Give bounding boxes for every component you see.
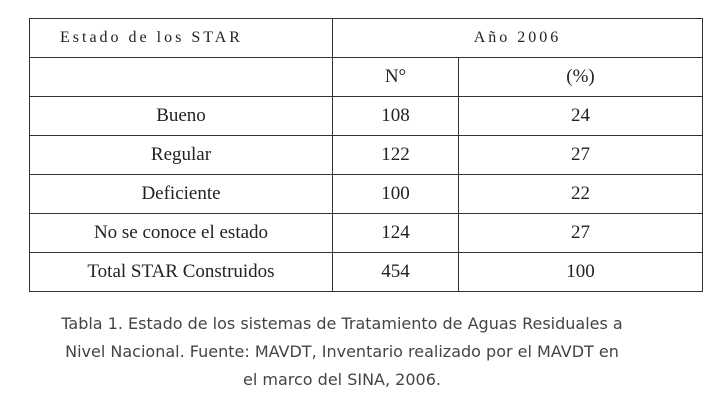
caption: Tabla 1. Estado de los sistemas de Trata…: [0, 310, 684, 394]
table-cell: Bueno: [29, 96, 333, 136]
header-cell: Año 2006: [332, 18, 703, 58]
table-cell: 22: [458, 174, 703, 214]
subheader-row: N° (%): [29, 57, 703, 97]
table-row: No se conoce el estado 124 27: [29, 213, 703, 253]
subheader-cell: (%): [458, 57, 703, 97]
table-cell: Total STAR Construidos: [29, 252, 333, 292]
table-body: Bueno 108 24 Regular 122 27 Deficiente 100 22 No …: [29, 96, 703, 292]
table-cell: Deficiente: [29, 174, 333, 214]
table-cell: 454: [332, 252, 459, 292]
table-cell: 124: [332, 213, 459, 253]
table-cell: 100: [458, 252, 703, 292]
table-row: Deficiente 100 22: [29, 174, 703, 214]
table-row: Bueno 108 24: [29, 96, 703, 136]
caption-line: el marco del SINA, 2006.: [243, 370, 441, 389]
status-table: Estado de los STAR Año 2006 N° (%) Bueno…: [29, 18, 703, 292]
table-cell: 100: [332, 174, 459, 214]
table-cell: 122: [332, 135, 459, 175]
table-cell: 24: [458, 96, 703, 136]
table-cell: 27: [458, 135, 703, 175]
empty-cell: [29, 57, 333, 97]
table-row: Regular 122 27: [29, 135, 703, 175]
subheader-cell: N°: [332, 57, 459, 97]
header-cell: Estado de los STAR: [29, 18, 333, 58]
table-cell: 108: [332, 96, 459, 136]
table-cell: No se conoce el estado: [29, 213, 333, 253]
caption-line: Nivel Nacional. Fuente: MAVDT, Inventari…: [65, 342, 619, 361]
header-row: Estado de los STAR Año 2006: [29, 18, 703, 58]
table-row: Total STAR Construidos 454 100: [29, 252, 703, 292]
caption-line: Tabla 1. Estado de los sistemas de Trata…: [61, 314, 623, 333]
table-cell: 27: [458, 213, 703, 253]
table-cell: Regular: [29, 135, 333, 175]
